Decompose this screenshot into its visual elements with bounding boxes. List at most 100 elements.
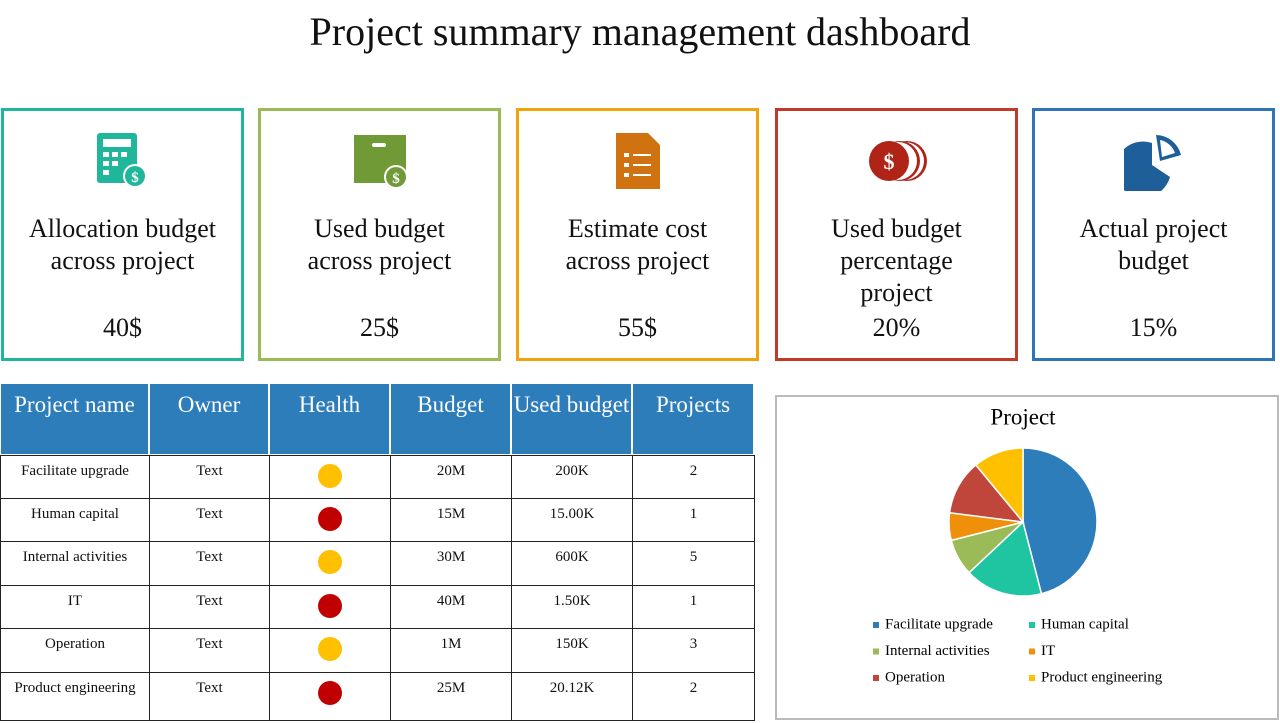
legend-label: Human capital: [1041, 616, 1129, 632]
table-cell: 2: [632, 455, 755, 499]
table-cell: 1M: [390, 628, 512, 673]
table-cell: Text: [149, 498, 270, 542]
card-value: 25$: [360, 313, 399, 342]
header-cell: Owner: [149, 383, 269, 455]
pie-panel: Project Facilitate upgrade Human capital I…: [775, 395, 1279, 720]
svg-text:$: $: [392, 171, 400, 187]
wallet-icon: $: [353, 135, 408, 189]
legend-swatch: [873, 622, 879, 628]
card-label-line: project: [860, 278, 933, 307]
table-cell: Operation: [0, 628, 150, 673]
table-cell: IT: [0, 585, 150, 629]
card-label: Used budget across project: [261, 213, 498, 277]
card-label-line: across project: [307, 246, 452, 275]
pie-chart: Project Facilitate upgrade Human capital I…: [873, 404, 1163, 685]
card-label-line: budget: [1118, 246, 1189, 275]
table-cell: Text: [149, 455, 270, 499]
pie-slice: [1022, 447, 1098, 595]
health-cell: [269, 628, 391, 673]
table-cell: Text: [149, 541, 270, 586]
table-cell: 1: [632, 585, 755, 629]
table-cell: 25M: [390, 672, 512, 721]
table-cell: Text: [149, 585, 270, 629]
table-cell: 1.50K: [511, 585, 633, 629]
health-dot: [318, 550, 342, 574]
header-cell: Projects: [632, 383, 754, 455]
health-cell: [269, 585, 391, 629]
card-label: Used budget percentage project: [778, 213, 1015, 309]
table-cell: 40M: [390, 585, 512, 629]
table-cell: 1: [632, 498, 755, 542]
document-icon: [615, 133, 660, 189]
health-dot: [318, 507, 342, 531]
table-cell: 30M: [390, 541, 512, 586]
svg-text:$: $: [131, 170, 139, 186]
card-label: Actual project budget: [1035, 213, 1272, 277]
health-cell: [269, 455, 391, 499]
table-cell: 15M: [390, 498, 512, 542]
table-cell: 5: [632, 541, 755, 586]
kpi-card: Actual project budget 15%: [1032, 108, 1275, 361]
health-dot: [318, 464, 342, 488]
pie-icon: [1123, 135, 1181, 191]
legend-swatch: [1029, 648, 1035, 655]
table-cell: 200K: [511, 455, 633, 499]
health-cell: [269, 672, 391, 721]
legend-label: IT: [1041, 643, 1055, 659]
table-cell: 3: [632, 628, 755, 673]
legend-label: Operation: [885, 669, 945, 685]
kpi-card: Estimate cost across project 55$: [516, 108, 759, 361]
table-cell: Human capital: [0, 498, 150, 542]
table-cell: Text: [149, 628, 270, 673]
header-cell: Health: [269, 383, 390, 455]
legend-swatch: [1029, 622, 1035, 628]
svg-text:$: $: [883, 149, 894, 174]
legend-label: Product engineering: [1041, 669, 1163, 685]
page-title: Project summary management dashboard: [309, 9, 971, 54]
table-cell: Internal activities: [0, 541, 150, 586]
table-cell: Facilitate upgrade: [0, 455, 150, 499]
card-label-line: Used budget: [831, 214, 962, 243]
health-dot: [318, 637, 342, 661]
card-label-line: Allocation budget: [28, 214, 216, 243]
table-cell: 20.12K: [511, 672, 633, 721]
kpi-card: $ Allocation budget across project 40$: [1, 108, 244, 361]
kpi-card: $ Used budget across project 25$: [258, 108, 501, 361]
legend-swatch: [873, 675, 879, 681]
card-value: 40$: [103, 313, 142, 342]
card-label-line: Used budget: [314, 214, 445, 243]
card-label: Estimate cost across project: [519, 213, 756, 277]
health-cell: [269, 498, 391, 542]
table-cell: 150K: [511, 628, 633, 673]
legend-label: Internal activities: [885, 643, 990, 659]
table-cell: 600K: [511, 541, 633, 586]
card-label-line: percentage: [840, 246, 953, 275]
legend-swatch: [1029, 675, 1035, 681]
chart-title: Project: [990, 404, 1056, 429]
coins-icon: $: [868, 141, 927, 181]
health-dot: [318, 681, 342, 705]
card-value: 55$: [618, 313, 657, 342]
card-value: 15%: [1129, 313, 1178, 342]
table-cell: 15.00K: [511, 498, 633, 542]
header-cell: Project name: [0, 383, 149, 455]
health-dot: [318, 594, 342, 618]
table-cell: 20M: [390, 455, 512, 499]
pie-slice: [967, 520, 1043, 597]
table-cell: Text: [149, 672, 270, 721]
health-cell: [269, 541, 391, 586]
card-label-line: across project: [50, 246, 195, 275]
card-label-line: Estimate cost: [567, 214, 708, 243]
table-cell: Product engineering: [0, 672, 150, 721]
table-cell: 2: [632, 672, 755, 721]
header-cell: Budget: [390, 383, 511, 455]
legend-swatch: [873, 648, 879, 655]
header-cell: Used budget: [511, 383, 632, 455]
pie-slice: [974, 447, 1024, 525]
kpi-card: $ Used budget percentage project 20%: [775, 108, 1018, 361]
card-label-line: Actual project: [1079, 214, 1228, 243]
calculator-icon: $: [96, 133, 147, 188]
legend-label: Facilitate upgrade: [885, 616, 993, 632]
card-label: Allocation budget across project: [4, 213, 241, 277]
